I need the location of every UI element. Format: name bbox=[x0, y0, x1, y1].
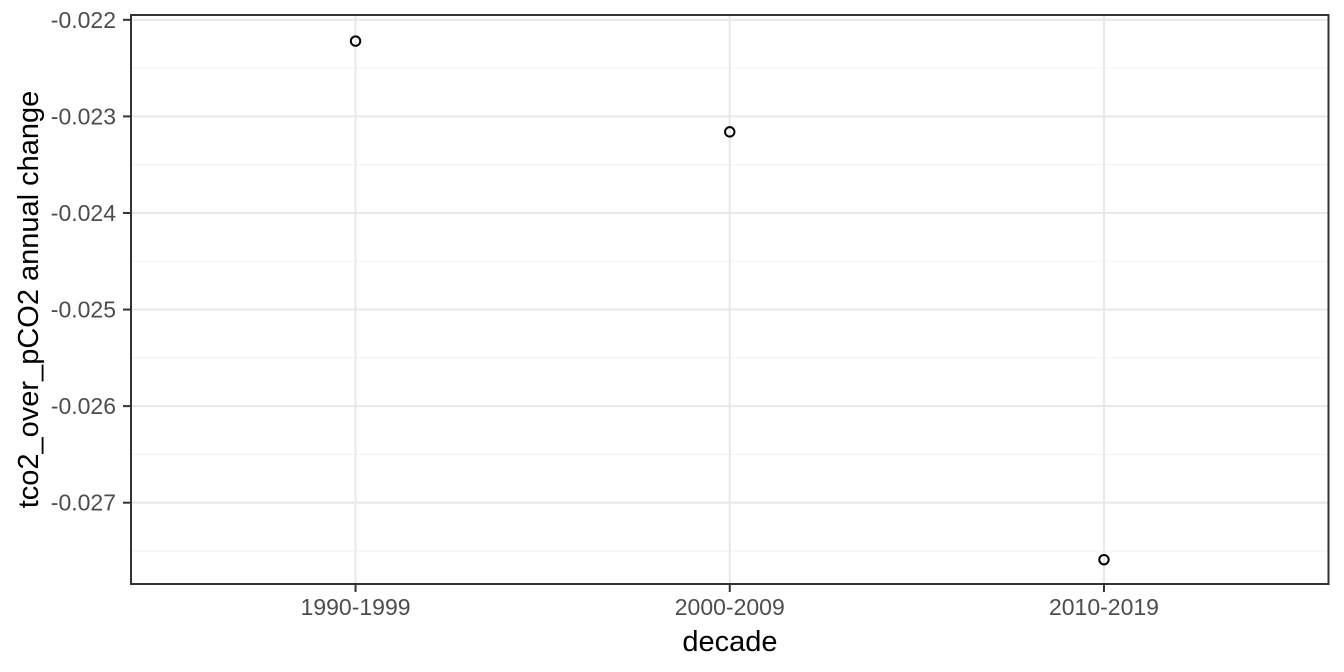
y-tick-label: -0.022 bbox=[51, 7, 116, 33]
x-tick-label: 2000-2009 bbox=[675, 594, 785, 620]
data-point bbox=[724, 126, 736, 138]
y-tick-label: -0.023 bbox=[51, 103, 116, 129]
y-tick-label: -0.025 bbox=[51, 297, 116, 323]
x-tick-labels: 1990-1999 2000-2009 2010-2019 bbox=[301, 594, 1159, 620]
y-tick-labels: -0.022 -0.023 -0.024 -0.025 -0.026 -0.027 bbox=[51, 7, 116, 516]
data-point bbox=[349, 35, 362, 47]
x-tick-label: 2010-2019 bbox=[1049, 594, 1159, 620]
data-points bbox=[349, 35, 1110, 566]
y-tick-label: -0.024 bbox=[51, 200, 116, 226]
gridlines-vertical bbox=[354, 15, 1105, 584]
data-point bbox=[1098, 553, 1110, 566]
x-tick-label: 1990-1999 bbox=[301, 594, 411, 620]
x-axis-title: decade bbox=[682, 626, 777, 658]
y-tick-label: -0.026 bbox=[51, 393, 116, 419]
y-tick-label: -0.027 bbox=[51, 490, 116, 516]
y-axis-title: tco2_over_pCO2 annual change bbox=[13, 91, 45, 509]
axis-ticks bbox=[123, 18, 1105, 592]
